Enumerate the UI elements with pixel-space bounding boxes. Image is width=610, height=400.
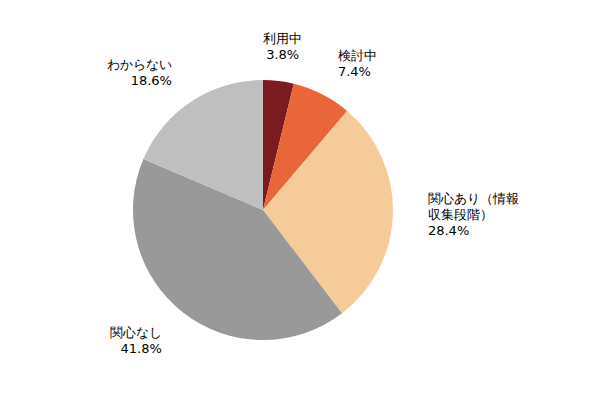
svg-text:利用中3.8%: 利用中3.8% xyxy=(263,31,302,62)
svg-text:わからない18.6%: わからない18.6% xyxy=(107,57,172,88)
svg-text:関心あり（情報収集段階）28.4%: 関心あり（情報収集段階）28.4% xyxy=(428,191,519,238)
svg-text:検討中7.4%: 検討中7.4% xyxy=(338,47,377,78)
svg-text:関心なし41.8%: 関心なし41.8% xyxy=(110,325,162,356)
